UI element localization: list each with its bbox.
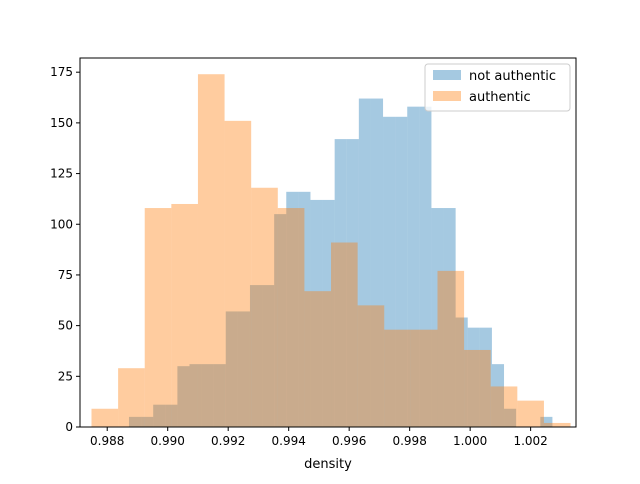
x-tick-label: 0.992 bbox=[211, 434, 245, 448]
legend-swatch-authentic bbox=[433, 91, 461, 101]
bar-not-authentic bbox=[201, 364, 214, 427]
x-tick-label: 1.000 bbox=[453, 434, 487, 448]
bar-not-authentic bbox=[346, 139, 359, 427]
bar-not-authentic bbox=[213, 364, 226, 427]
y-tick-label: 125 bbox=[50, 167, 73, 181]
x-tick-label: 0.996 bbox=[332, 434, 366, 448]
y-tick-label: 175 bbox=[50, 65, 73, 79]
bar-authentic bbox=[277, 208, 305, 427]
bar-not-authentic bbox=[310, 199, 323, 427]
bar-not-authentic bbox=[262, 285, 275, 427]
legend: not authentic authentic bbox=[424, 63, 571, 112]
bar-authentic bbox=[251, 187, 278, 427]
bar-not-authentic bbox=[467, 327, 480, 427]
bar-not-authentic bbox=[165, 404, 178, 427]
series-authentic bbox=[91, 74, 571, 427]
legend-label-not-authentic: not authentic bbox=[469, 69, 556, 84]
bar-not-authentic bbox=[504, 408, 517, 427]
bar-not-authentic bbox=[491, 364, 505, 427]
y-axis: 0 25 50 75 100 125 150 175 bbox=[50, 65, 80, 434]
y-tick-label: 75 bbox=[58, 268, 73, 282]
bar-not-authentic bbox=[189, 364, 202, 427]
bar-authentic bbox=[224, 120, 252, 427]
bar-authentic bbox=[304, 291, 332, 427]
bar-not-authentic bbox=[395, 116, 408, 428]
bar-authentic bbox=[144, 208, 172, 427]
bar-not-authentic bbox=[128, 416, 142, 427]
bar-not-authentic bbox=[237, 311, 250, 427]
bar-authentic bbox=[171, 203, 198, 427]
y-tick-label: 0 bbox=[65, 420, 73, 434]
bar-not-authentic bbox=[298, 191, 311, 427]
bar-authentic bbox=[490, 386, 518, 427]
bar-not-authentic bbox=[419, 106, 432, 428]
y-tick-label: 25 bbox=[58, 369, 73, 383]
bar-not-authentic bbox=[322, 199, 335, 427]
bar-authentic bbox=[197, 74, 225, 427]
bar-not-authentic bbox=[286, 191, 299, 427]
x-tick-label: 0.988 bbox=[90, 434, 124, 448]
bar-not-authentic bbox=[177, 366, 190, 427]
bar-not-authentic bbox=[443, 208, 456, 427]
y-tick-label: 50 bbox=[58, 319, 73, 333]
bar-not-authentic bbox=[540, 416, 553, 427]
bar-not-authentic bbox=[225, 311, 238, 427]
bar-not-authentic bbox=[141, 416, 154, 427]
y-tick-label: 100 bbox=[50, 217, 73, 231]
bar-not-authentic bbox=[334, 139, 347, 427]
series-not-authentic bbox=[128, 98, 553, 428]
bar-authentic bbox=[91, 408, 119, 427]
bar-authentic bbox=[517, 400, 544, 427]
bar-not-authentic bbox=[383, 116, 396, 428]
bar-not-authentic bbox=[153, 404, 166, 427]
bar-authentic bbox=[464, 349, 491, 427]
bar-not-authentic bbox=[249, 285, 263, 427]
x-axis: 0.988 0.990 0.992 0.994 0.996 0.998 1.000 1.002 bbox=[90, 427, 548, 448]
x-tick-label: 0.998 bbox=[392, 434, 426, 448]
bar-authentic bbox=[384, 329, 411, 427]
bar-not-authentic bbox=[358, 98, 371, 428]
legend-label-authentic: authentic bbox=[469, 90, 531, 105]
bar-not-authentic bbox=[370, 98, 384, 428]
bar-not-authentic bbox=[274, 214, 287, 427]
x-tick-label: 1.002 bbox=[513, 434, 547, 448]
x-axis-label: density bbox=[304, 457, 352, 472]
bar-authentic bbox=[331, 242, 358, 427]
bars-layer bbox=[91, 74, 571, 428]
bar-not-authentic bbox=[479, 327, 492, 427]
bar-authentic bbox=[437, 270, 465, 427]
bar-authentic bbox=[543, 422, 571, 427]
legend-swatch-not-authentic bbox=[433, 70, 461, 80]
bar-not-authentic bbox=[455, 317, 468, 427]
bar-authentic bbox=[410, 329, 438, 427]
x-tick-label: 0.994 bbox=[272, 434, 306, 448]
bar-authentic bbox=[118, 368, 145, 427]
bar-not-authentic bbox=[407, 106, 420, 428]
y-tick-label: 150 bbox=[50, 116, 73, 130]
bar-authentic bbox=[357, 305, 385, 427]
plot-frame bbox=[79, 57, 577, 428]
bar-not-authentic bbox=[431, 208, 444, 427]
legend-box bbox=[424, 63, 571, 112]
x-tick-label: 0.990 bbox=[151, 434, 185, 448]
